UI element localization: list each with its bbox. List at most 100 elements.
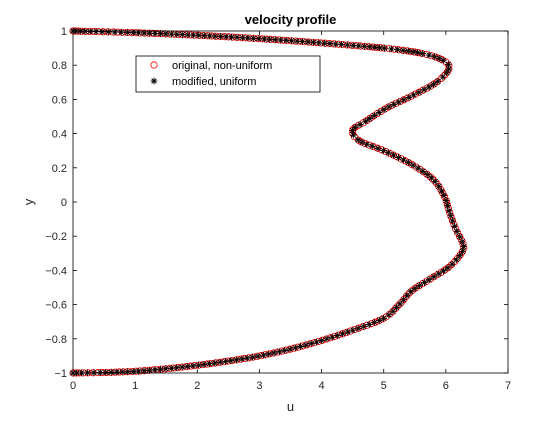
marker-modified: [270, 349, 278, 357]
marker-modified: [162, 365, 170, 373]
y-tick-label: 0: [61, 197, 67, 209]
marker-modified: [410, 91, 418, 99]
marker-modified: [445, 65, 453, 73]
marker-modified: [205, 360, 213, 368]
marker-modified: [371, 319, 378, 326]
marker-modified: [431, 53, 439, 61]
marker-modified: [415, 88, 423, 96]
series-modified-markers: [69, 27, 468, 377]
marker-modified: [435, 270, 443, 278]
y-tick-label: −0.6: [45, 300, 67, 312]
y-tick-label: 0.8: [52, 60, 67, 72]
marker-modified: [395, 154, 402, 161]
marker-modified: [362, 117, 370, 125]
y-tick-label: −0.2: [45, 231, 67, 243]
marker-modified: [344, 328, 352, 336]
legend-marker-original: [150, 61, 158, 69]
marker-modified: [354, 324, 362, 332]
legend-circle-marker: [150, 61, 158, 69]
marker-modified: [105, 28, 112, 36]
x-tick-label: 2: [194, 380, 200, 392]
marker-modified: [366, 43, 374, 51]
marker-original: [437, 186, 445, 194]
marker-modified: [370, 112, 378, 119]
marker-modified: [447, 212, 455, 220]
marker-modified: [92, 28, 100, 35]
marker-modified: [299, 38, 306, 45]
marker-modified: [394, 46, 401, 54]
marker-original: [393, 153, 401, 161]
marker-modified: [460, 243, 468, 251]
marker-modified: [458, 238, 466, 246]
marker-modified: [189, 362, 197, 370]
x-tick-label: 3: [256, 380, 262, 392]
x-tick-label: 5: [381, 380, 387, 392]
marker-modified: [387, 45, 395, 53]
marker-modified: [366, 115, 374, 122]
y-tick-label: 0.2: [52, 163, 67, 175]
marker-modified: [392, 304, 400, 311]
y-tick-label: 1: [61, 26, 67, 38]
marker-modified: [265, 350, 273, 358]
marker-modified: [360, 323, 368, 330]
x-axis-label: u: [287, 399, 294, 414]
legend: original, non-uniform modified, uniform: [135, 55, 321, 93]
marker-modified: [375, 109, 383, 116]
legend-label-modified: modified, uniform: [172, 76, 256, 88]
marker-modified: [395, 98, 403, 106]
marker-modified: [430, 80, 437, 88]
marker-modified: [419, 50, 427, 57]
marker-modified: [86, 28, 94, 35]
marker-modified: [259, 351, 267, 359]
marker-modified: [338, 41, 345, 48]
marker-modified: [440, 267, 447, 275]
marker-modified: [385, 311, 393, 319]
y-tick-label: −0.4: [45, 265, 67, 277]
marker-modified: [409, 161, 417, 169]
marker-modified: [333, 332, 341, 339]
marker-modified: [425, 83, 433, 91]
marker-modified: [323, 335, 331, 343]
marker-original: [438, 56, 446, 64]
marker-modified: [423, 171, 431, 178]
x-tick-label: 4: [319, 380, 325, 392]
marker-modified: [384, 149, 392, 157]
marker-modified: [444, 60, 452, 68]
marker-modified: [233, 356, 240, 364]
marker-modified: [409, 48, 417, 56]
marker-modified: [239, 34, 246, 42]
marker-modified: [400, 156, 407, 164]
marker-modified: [222, 358, 230, 365]
marker-original: [434, 270, 442, 279]
marker-original: [450, 221, 458, 229]
marker-modified: [318, 337, 326, 344]
marker-modified: [439, 56, 447, 64]
marker-modified: [363, 140, 371, 148]
marker-modified: [343, 41, 351, 49]
marker-modified: [440, 192, 448, 199]
marker-original: [385, 149, 394, 157]
marker-modified: [381, 44, 388, 52]
marker-original: [458, 237, 466, 245]
marker-modified: [281, 347, 289, 354]
marker-modified: [244, 34, 252, 42]
marker-modified: [399, 46, 407, 54]
marker-original: [350, 132, 359, 141]
marker-modified: [444, 202, 451, 209]
marker-modified: [445, 207, 453, 215]
marker-modified: [118, 368, 126, 376]
marker-original: [440, 193, 449, 201]
marker-modified: [96, 369, 104, 376]
marker-modified: [195, 361, 202, 369]
marker-modified: [380, 106, 388, 113]
y-tick-label: −0.8: [45, 334, 67, 346]
marker-modified: [349, 41, 357, 49]
marker-modified: [431, 178, 439, 185]
marker-modified: [376, 44, 384, 52]
data-markers: [69, 27, 468, 377]
marker-original: [404, 94, 412, 102]
marker-modified: [167, 364, 175, 372]
marker-modified: [371, 43, 379, 51]
marker-modified: [184, 363, 192, 370]
marker-modified: [360, 42, 368, 50]
